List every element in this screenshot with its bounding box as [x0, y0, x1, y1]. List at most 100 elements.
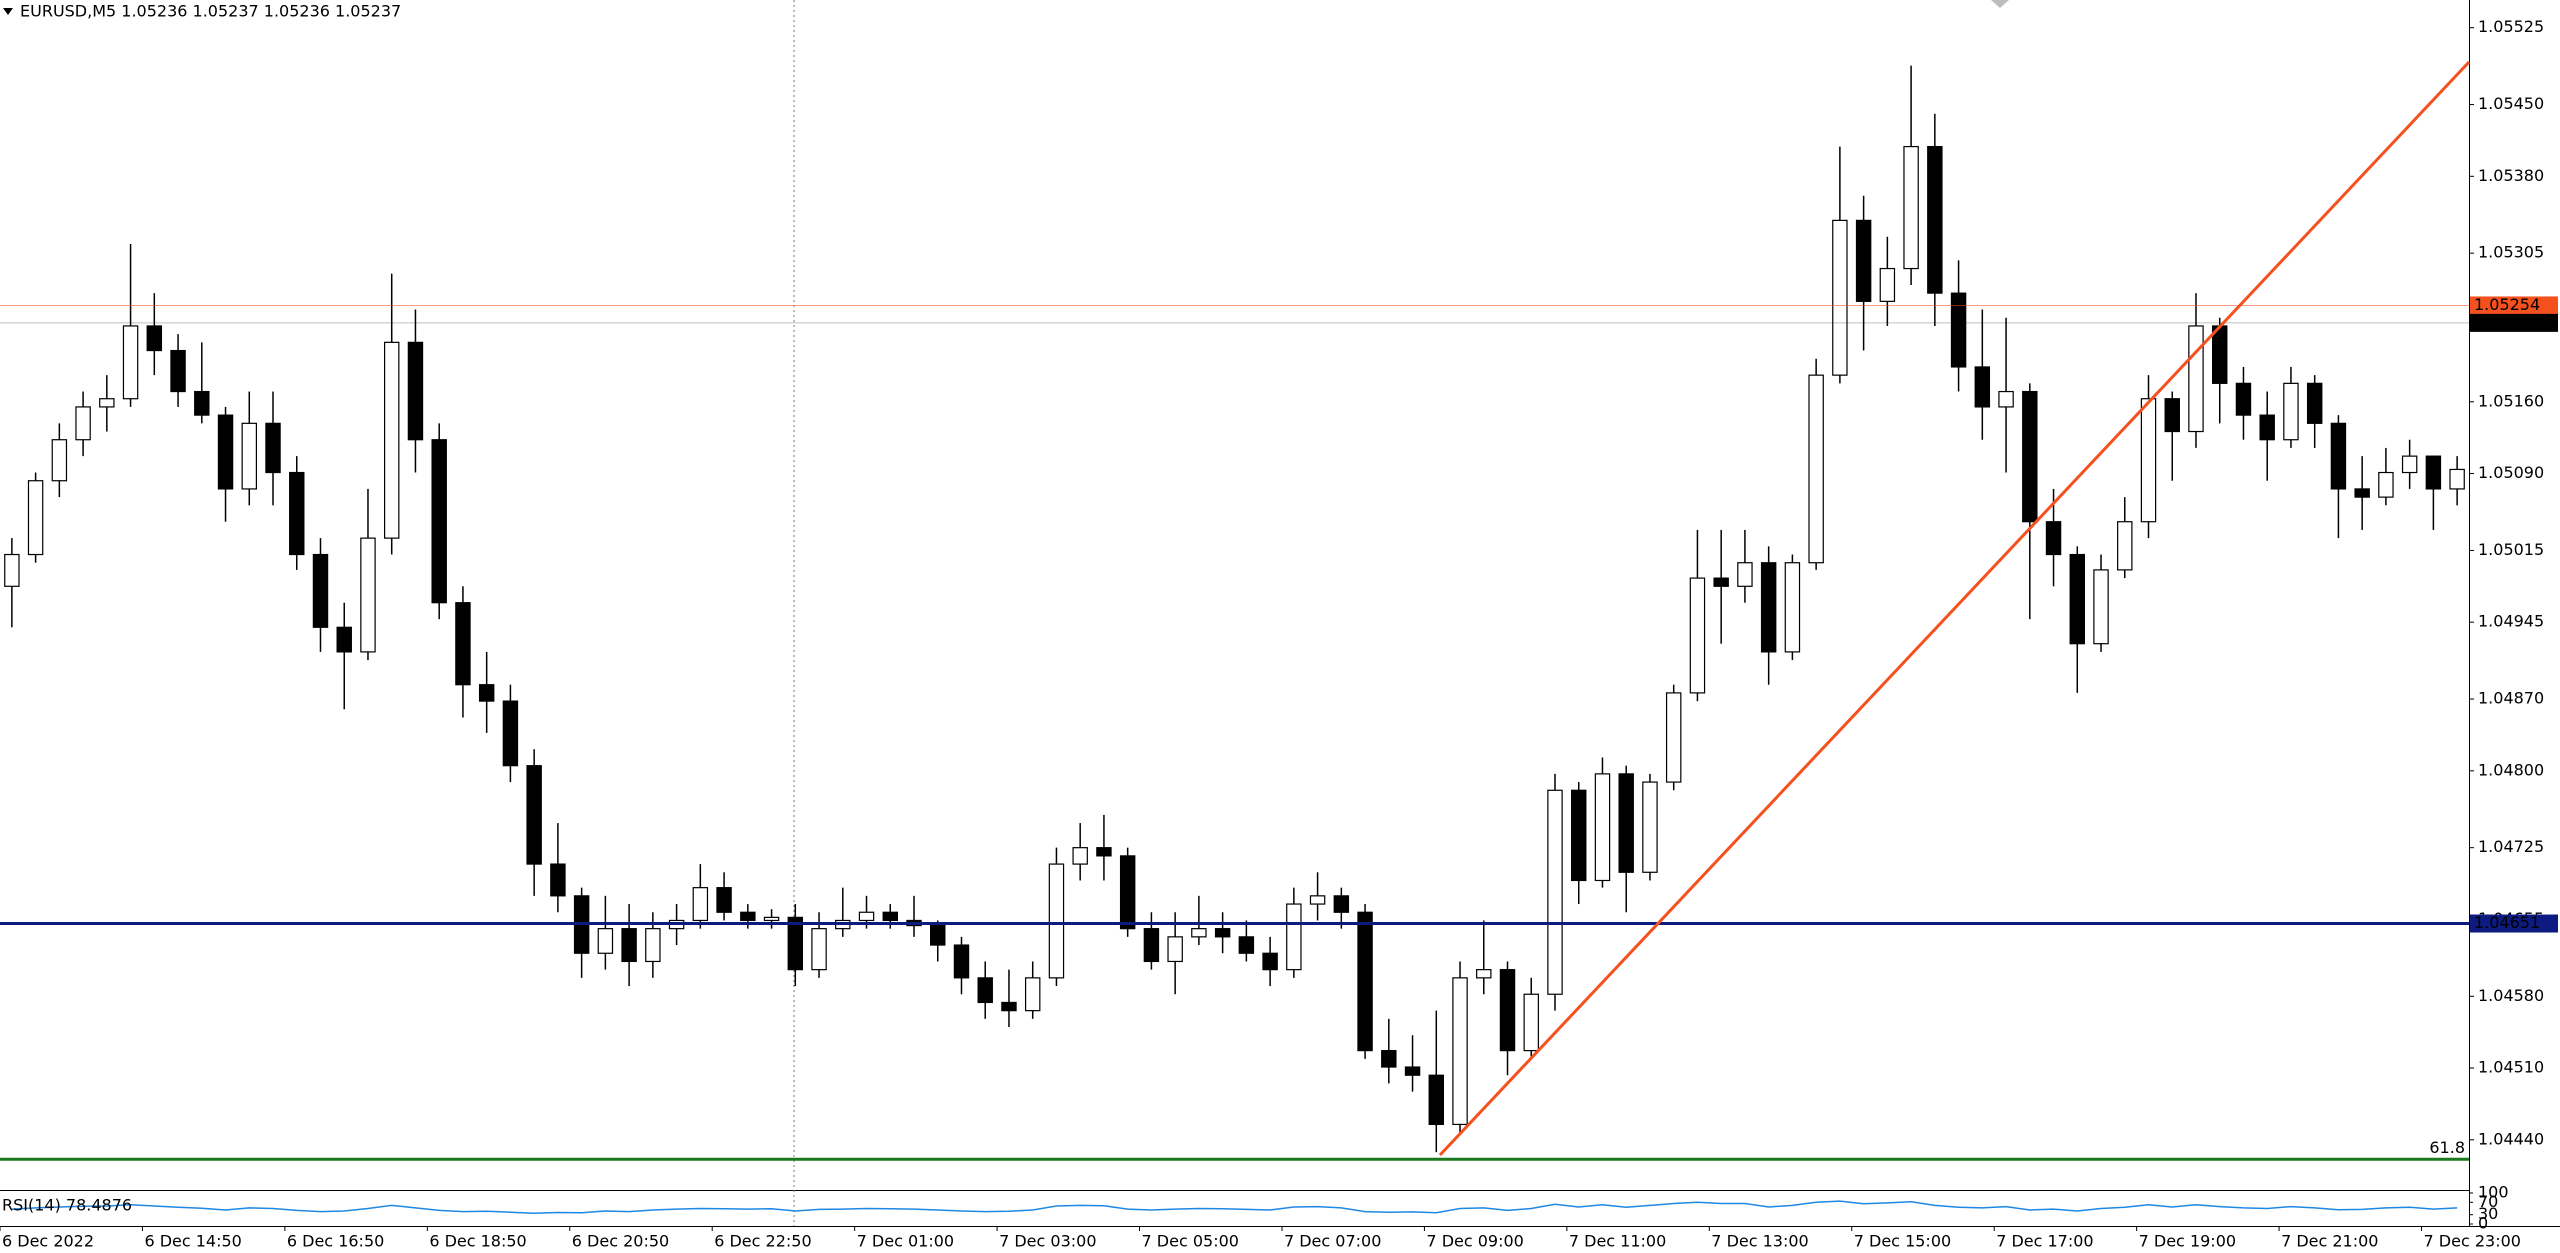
candle-body	[1191, 928, 1207, 938]
candle-body	[2378, 471, 2394, 498]
candle-body	[1927, 145, 1943, 294]
candle-body	[27, 480, 44, 556]
candle-body	[1737, 562, 1753, 587]
candle-body	[2259, 414, 2275, 441]
candle-body	[1808, 374, 1824, 564]
y-tick-label: 1.04440	[2478, 1129, 2544, 1148]
rsi-tick-label: 30	[2478, 1204, 2498, 1223]
candle-body	[241, 422, 257, 490]
candle-body	[1357, 911, 1373, 1052]
candle-body	[2022, 390, 2038, 523]
candle-body	[2212, 325, 2228, 384]
price-tag-label: 1.04651	[2474, 913, 2540, 932]
candle-body	[1571, 789, 1587, 882]
x-tick-label: 6 Dec 14:50	[144, 1232, 241, 1251]
candle-body	[597, 928, 614, 954]
candle-body	[1476, 969, 1492, 979]
candle-body	[740, 911, 756, 922]
candle-body	[1428, 1074, 1445, 1126]
candle-body	[1855, 219, 1872, 302]
candle-body	[1452, 977, 1468, 1126]
y-tick-label: 1.04580	[2478, 986, 2544, 1005]
candle-body	[51, 439, 68, 482]
candle-body	[1713, 577, 1729, 587]
x-tick-label: 7 Dec 23:00	[2424, 1232, 2521, 1251]
candle-body	[692, 887, 709, 922]
candle-body	[312, 553, 329, 628]
candle-body	[2188, 325, 2204, 433]
candle-body	[1665, 692, 1682, 783]
candle-body	[2045, 521, 2062, 556]
x-tick-label: 6 Dec 22:50	[714, 1232, 811, 1251]
candle-body	[478, 684, 495, 702]
candle-body	[1832, 219, 1848, 376]
x-tick-label: 7 Dec 09:00	[1426, 1232, 1523, 1251]
x-tick-label: 7 Dec 19:00	[2139, 1232, 2236, 1251]
y-tick-label: 1.04510	[2478, 1058, 2544, 1077]
candle-body	[1618, 773, 1634, 873]
candle-body	[4, 553, 20, 587]
price-tag	[2470, 914, 2558, 933]
candle-body	[2069, 553, 2086, 645]
x-tick-label: 7 Dec 21:00	[2281, 1232, 2378, 1251]
candle-body	[2117, 521, 2133, 571]
candle-body	[1950, 292, 1967, 368]
candle-body	[1048, 863, 1065, 979]
header-triangle	[3, 8, 13, 15]
y-tick-label: 1.04945	[2478, 612, 2544, 631]
x-tick-label: 7 Dec 11:00	[1569, 1232, 1666, 1251]
candle-body	[289, 471, 305, 556]
candle-body	[1784, 562, 1801, 653]
x-tick-label: 6 Dec 2022	[2, 1232, 94, 1251]
candle-body	[2140, 398, 2157, 523]
x-tick-label: 7 Dec 07:00	[1284, 1232, 1381, 1251]
x-tick-label: 7 Dec 15:00	[1854, 1232, 1951, 1251]
candle-body	[1998, 390, 2014, 408]
rsi-line	[11, 1200, 2458, 1214]
candle-body	[811, 928, 827, 971]
candle-body	[1499, 969, 1516, 1052]
price-tag-label: 1.05254	[2474, 295, 2540, 314]
y-tick-label: 1.05525	[2478, 17, 2544, 36]
candle-body	[1594, 773, 1611, 882]
candle-body	[75, 406, 91, 441]
candle-body	[858, 911, 875, 922]
candle-body	[621, 928, 637, 963]
candle-body	[217, 414, 234, 490]
price-tag	[2470, 296, 2558, 315]
candle-body	[882, 911, 898, 922]
y-tick-label: 1.05015	[2478, 540, 2544, 559]
price-tag	[2470, 313, 2558, 332]
y-tick-label: 1.05380	[2478, 166, 2544, 185]
candle-body	[2401, 455, 2418, 474]
candle-body	[1879, 267, 1896, 302]
candle-body	[930, 924, 946, 946]
candle-body	[1523, 993, 1539, 1052]
candle-body	[336, 626, 352, 653]
candle-body	[1001, 1001, 1017, 1012]
x-tick-label: 7 Dec 05:00	[1142, 1232, 1239, 1251]
candle-body	[1214, 928, 1231, 938]
candle-body	[1096, 847, 1112, 857]
candle-body	[2354, 488, 2370, 498]
candle-body	[1642, 781, 1658, 873]
candle-body	[1333, 895, 1350, 913]
candle-body	[455, 602, 471, 686]
candle-body	[2449, 468, 2465, 490]
candle-body	[2425, 455, 2442, 490]
indicator-title: RSI(14) 78.4876	[2, 1196, 132, 1215]
candle-body	[2235, 382, 2252, 416]
candle-body	[1547, 789, 1563, 995]
candle-body	[977, 977, 993, 1004]
x-tick-label: 6 Dec 16:50	[287, 1232, 384, 1251]
candle-body	[1760, 562, 1777, 653]
candle-body	[550, 863, 566, 897]
y-tick-label: 1.05305	[2478, 243, 2544, 262]
candle-body	[2164, 398, 2180, 433]
candle-body	[407, 341, 424, 441]
x-tick-label: 7 Dec 13:00	[1711, 1232, 1808, 1251]
candle-body	[2283, 382, 2299, 441]
candle-body	[1143, 928, 1160, 963]
